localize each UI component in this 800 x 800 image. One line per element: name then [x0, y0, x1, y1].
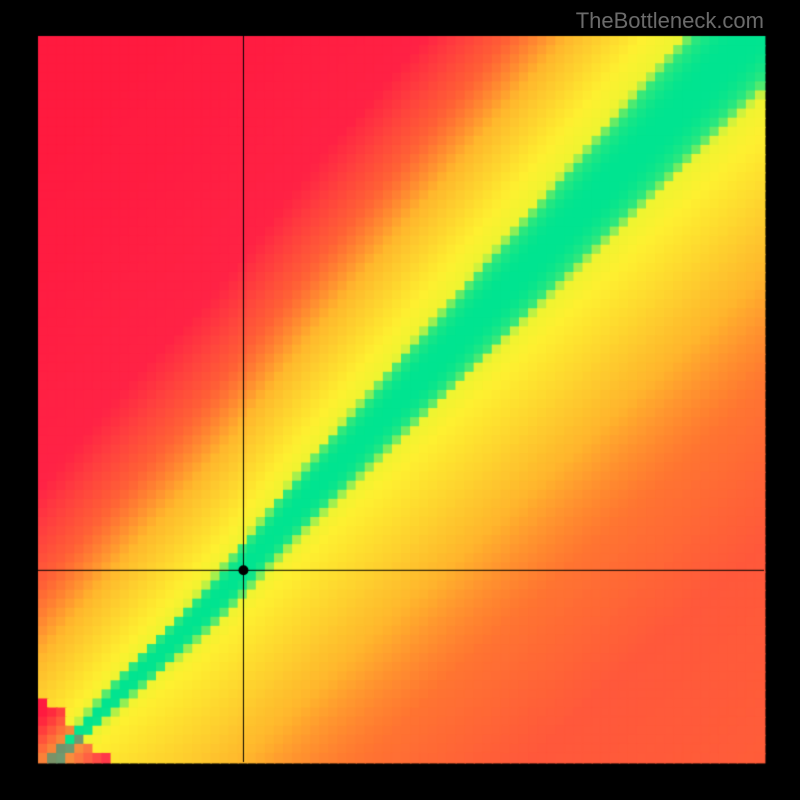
- heatmap-canvas: [0, 0, 800, 800]
- watermark-text: TheBottleneck.com: [576, 8, 764, 34]
